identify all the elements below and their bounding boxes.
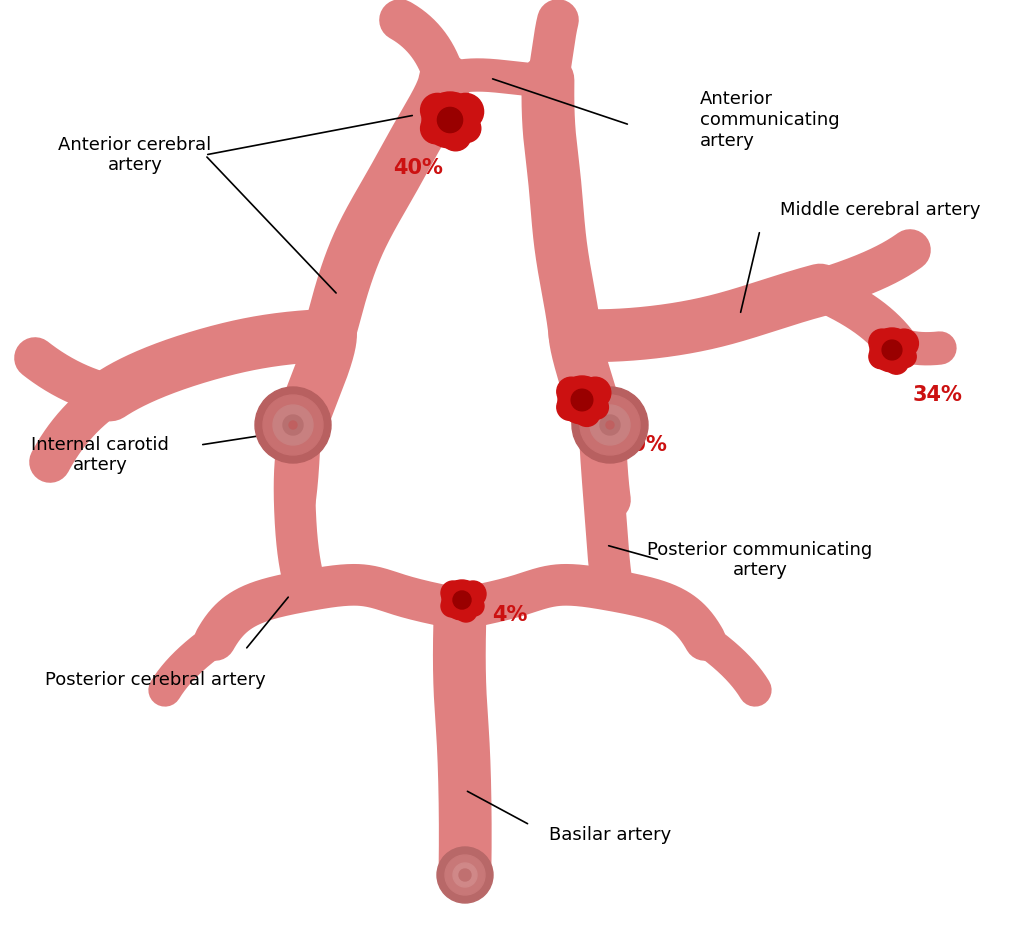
Circle shape [440,120,472,151]
Circle shape [590,405,630,445]
Circle shape [445,855,485,895]
Circle shape [453,591,472,609]
Circle shape [464,596,484,616]
Circle shape [442,580,482,620]
Circle shape [890,329,918,358]
Circle shape [600,415,620,435]
Circle shape [420,113,451,143]
Text: Anterior
communicating
artery: Anterior communicating artery [700,91,839,150]
Circle shape [422,92,478,148]
Text: 4%: 4% [492,605,528,625]
Circle shape [420,93,454,127]
Circle shape [885,350,908,375]
Circle shape [580,395,640,455]
Text: Posterior communicating
artery: Posterior communicating artery [648,540,872,579]
Circle shape [571,389,592,411]
Text: Internal carotid
artery: Internal carotid artery [31,436,169,475]
Circle shape [453,115,481,142]
Circle shape [870,328,914,372]
Circle shape [455,600,477,622]
Text: Middle cerebral artery: Middle cerebral artery [780,201,981,219]
Circle shape [453,863,477,887]
Circle shape [460,581,486,607]
Circle shape [558,376,606,424]
Circle shape [572,387,648,463]
Text: 34%: 34% [912,385,961,405]
Circle shape [263,395,323,455]
Text: Posterior cerebral artery: Posterior cerebral artery [45,671,265,689]
Circle shape [579,377,611,409]
Circle shape [869,344,893,369]
Circle shape [438,107,462,132]
Circle shape [574,400,600,426]
Circle shape [606,421,614,429]
Circle shape [283,415,303,435]
Circle shape [273,405,313,445]
Circle shape [447,93,484,130]
Circle shape [894,346,916,367]
Circle shape [557,394,583,420]
Circle shape [255,387,331,463]
Circle shape [557,377,585,406]
Text: 20%: 20% [617,435,667,455]
Text: Basilar artery: Basilar artery [548,826,671,844]
Text: 40%: 40% [393,158,443,178]
Circle shape [437,847,493,903]
Circle shape [869,329,895,355]
Circle shape [289,421,297,429]
Circle shape [441,581,465,605]
Circle shape [584,395,609,419]
Circle shape [883,340,902,360]
Circle shape [459,869,472,881]
Text: Anterior cerebral
artery: Anterior cerebral artery [58,136,211,175]
Circle shape [441,595,463,617]
